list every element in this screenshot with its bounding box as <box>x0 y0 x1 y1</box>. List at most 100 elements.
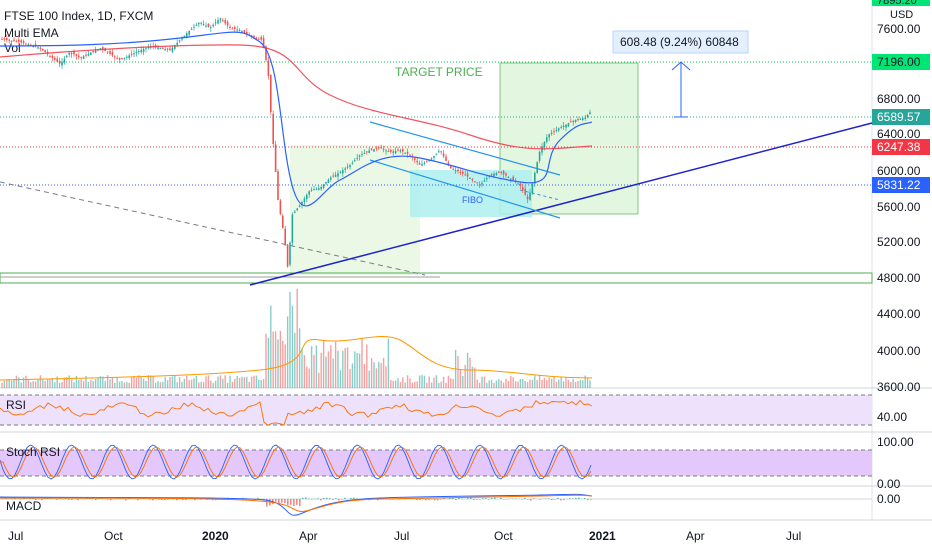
volume-bar <box>570 382 572 388</box>
price-tick-label: 6000.00 <box>877 164 921 178</box>
macd-bar <box>521 499 523 500</box>
volume-bar <box>322 340 325 388</box>
candle-body <box>522 186 524 191</box>
candle-body <box>452 168 454 170</box>
time-tick-label: Apr <box>686 529 705 543</box>
candle-body <box>224 20 226 24</box>
multi-ema-indicator-label[interactable]: Multi EMA <box>4 26 59 40</box>
macd-bar <box>452 498 454 499</box>
macd-bar <box>476 499 478 500</box>
volume-bar <box>102 376 104 388</box>
volume-bar <box>486 382 488 388</box>
volume-bar <box>418 375 421 388</box>
macd-bar <box>35 499 37 500</box>
candle-body <box>459 172 462 174</box>
candle-body <box>332 175 334 177</box>
candle-body <box>13 39 15 42</box>
candle-body <box>267 60 270 76</box>
volume-bar <box>20 382 22 388</box>
volume-bar <box>56 376 58 388</box>
price-tag <box>872 177 930 193</box>
volume-bar <box>330 345 332 388</box>
price-tag-label: 5831.22 <box>877 178 921 192</box>
candle-body <box>464 174 466 176</box>
candle-body <box>253 35 255 38</box>
volume-bar <box>471 366 474 388</box>
volume-bar <box>128 382 130 388</box>
candle-body <box>73 50 75 55</box>
volume-bar <box>169 377 171 388</box>
candle-body <box>188 30 190 35</box>
macd-bar <box>416 499 418 501</box>
macd-bar <box>515 498 517 499</box>
volume-bar <box>567 380 570 388</box>
volume-bar <box>313 354 315 388</box>
volume-bar <box>541 379 543 388</box>
candle-body <box>99 48 102 50</box>
macd-bar <box>329 498 331 499</box>
candle-body <box>106 51 109 53</box>
volume-bar <box>49 378 51 388</box>
volume-bar <box>226 382 229 388</box>
volume-bar <box>109 379 111 388</box>
candle-body <box>579 118 582 120</box>
candle-body <box>344 168 346 170</box>
volume-bar <box>476 379 478 388</box>
macd-bar <box>572 498 574 499</box>
candle-body <box>529 192 531 200</box>
candle-body <box>322 184 325 188</box>
volume-bar <box>99 376 102 388</box>
candle-body <box>51 55 54 58</box>
candle-body <box>135 52 138 54</box>
candle-body <box>572 120 574 122</box>
volume-bar <box>438 382 440 388</box>
macd-bar <box>95 499 97 501</box>
volume-bar <box>488 380 490 388</box>
candle-body <box>130 53 133 55</box>
candle-body <box>260 36 262 40</box>
volume-bar <box>466 352 469 388</box>
volume-ma-line <box>0 336 593 381</box>
volume-bar <box>130 377 133 388</box>
volume-bar <box>200 381 202 388</box>
volume-bar <box>291 305 294 388</box>
candle-body <box>327 179 330 183</box>
volume-bar <box>522 378 524 388</box>
volume-bar <box>351 363 354 388</box>
volume-bar <box>296 288 298 388</box>
candle-body <box>495 173 498 175</box>
candle-body <box>548 134 550 138</box>
rsi-band <box>0 395 872 425</box>
macd-bar <box>557 497 559 499</box>
candle-body <box>301 202 303 206</box>
candle-body <box>457 169 459 172</box>
candle-body <box>126 56 128 58</box>
macd-bar <box>473 499 475 500</box>
price-tag-label: 6247.38 <box>877 140 921 154</box>
macd-bar <box>323 497 325 499</box>
time-tick-label: Jul <box>8 529 23 543</box>
candle-body <box>589 112 591 115</box>
macd-bar <box>23 498 25 499</box>
time-tick-label: Oct <box>104 529 123 543</box>
volume-bar <box>435 375 438 388</box>
candle-body <box>586 115 589 117</box>
volume-bar <box>536 380 538 388</box>
macd-bar <box>299 499 301 507</box>
volume-bar <box>272 331 274 388</box>
volume-bar <box>430 382 433 388</box>
candle-body <box>154 44 157 48</box>
price-tag <box>872 139 930 155</box>
volume-bar <box>116 376 118 388</box>
volume-bar <box>574 381 577 388</box>
macd-bar <box>425 499 427 501</box>
volume-bar <box>258 379 260 388</box>
volume-bar <box>534 375 536 388</box>
volume-indicator-label[interactable]: Vol <box>4 41 21 55</box>
candle-body <box>363 152 366 154</box>
candle-body <box>277 171 279 200</box>
macd-bar <box>578 497 580 499</box>
volume-bar <box>538 375 541 388</box>
volume-bar <box>210 380 212 388</box>
